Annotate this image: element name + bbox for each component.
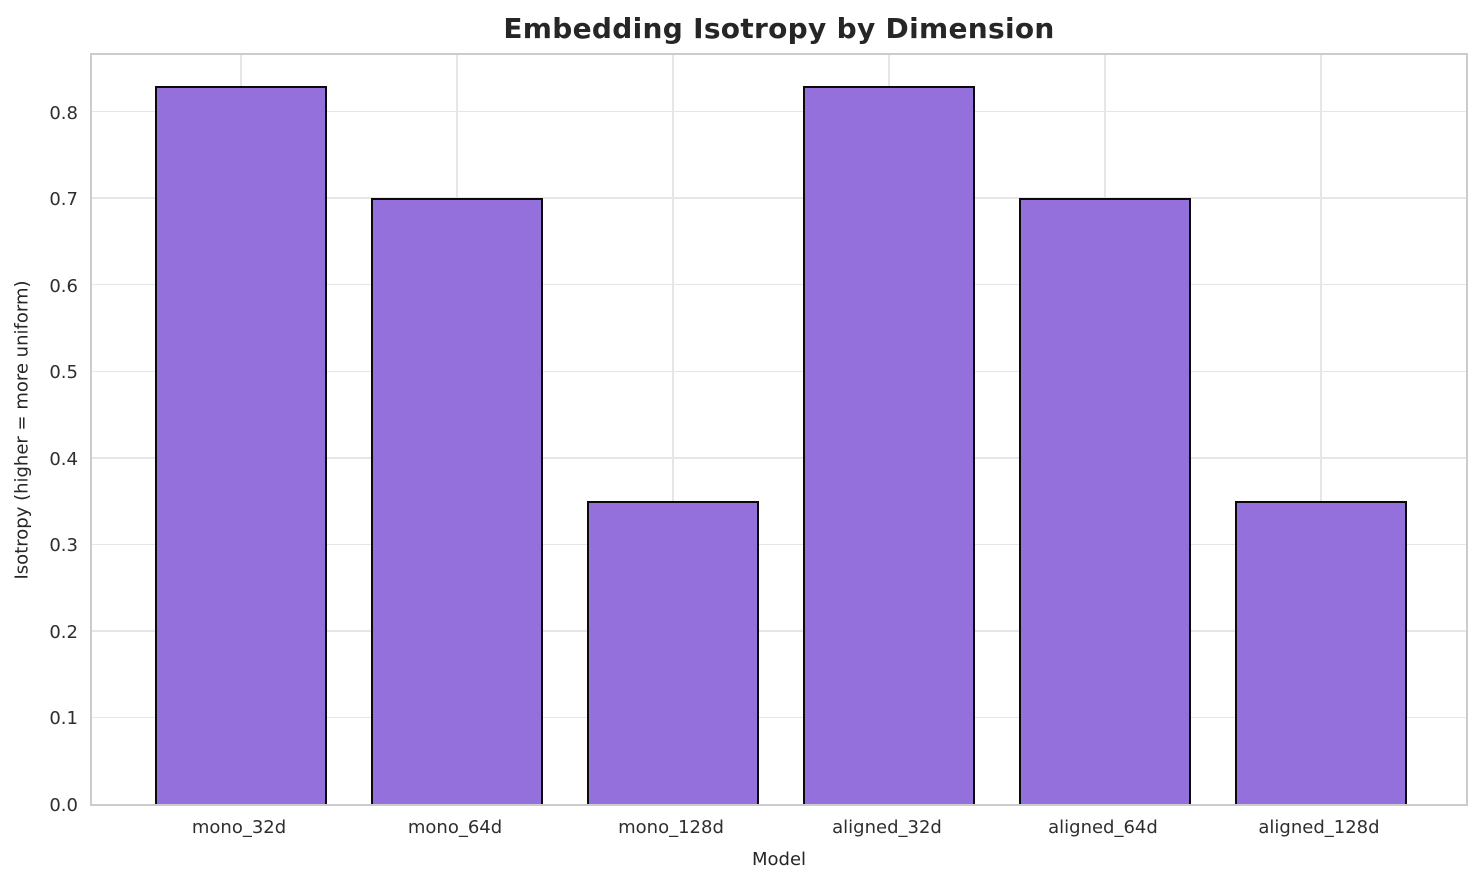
bar-mono_64d xyxy=(370,198,544,804)
y-tick-label: 0.0 xyxy=(49,795,78,816)
x-tick-label: mono_32d xyxy=(191,817,287,838)
plot-area xyxy=(90,53,1468,806)
bar-aligned_128d xyxy=(1234,501,1408,804)
x-tick-label: aligned_32d xyxy=(832,817,942,838)
x-tick-label: mono_128d xyxy=(618,817,724,838)
x-tick-label: aligned_128d xyxy=(1258,817,1380,838)
h-gridline xyxy=(92,543,1466,546)
chart-title: Embedding Isotropy by Dimension xyxy=(503,12,1055,45)
y-axis-label: Isotropy (higher = more uniform) xyxy=(11,280,33,580)
bar-aligned_64d xyxy=(1018,198,1192,804)
y-tick-label: 0.1 xyxy=(49,708,78,730)
h-gridline xyxy=(92,716,1466,719)
h-gridline xyxy=(92,197,1466,199)
x-tick-label: aligned_64d xyxy=(1048,817,1158,838)
bar-mono_128d xyxy=(586,501,760,804)
x-tick-label: mono_64d xyxy=(407,817,503,838)
bar-aligned_32d xyxy=(802,85,976,804)
x-axis-label: Model xyxy=(751,849,807,870)
h-gridline xyxy=(92,110,1466,113)
y-tick-label: 0.4 xyxy=(49,448,78,470)
h-gridline xyxy=(92,457,1466,459)
y-tick-label: 0.2 xyxy=(49,621,78,643)
y-tick-label: 0.5 xyxy=(49,362,78,384)
h-gridline xyxy=(92,630,1466,632)
y-tick-label: 0.7 xyxy=(49,189,78,211)
h-gridline xyxy=(92,283,1466,286)
y-tick-label: 0.6 xyxy=(49,275,78,297)
v-gridline xyxy=(672,55,674,804)
h-gridline xyxy=(92,370,1466,372)
bar-mono_32d xyxy=(154,85,328,804)
v-gridline xyxy=(1320,55,1322,804)
y-tick-label: 0.8 xyxy=(49,102,78,124)
y-tick-label: 0.3 xyxy=(49,535,78,557)
